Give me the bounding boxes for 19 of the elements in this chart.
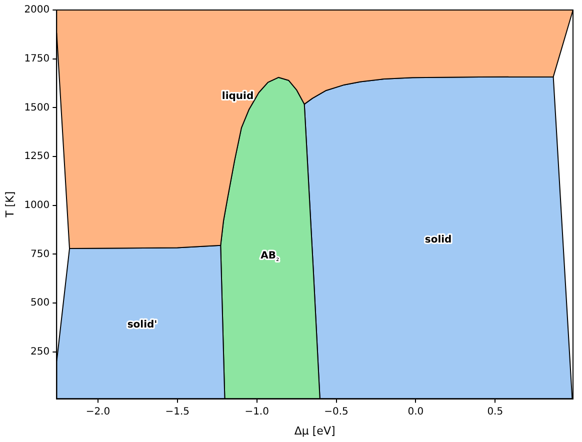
x-tick-label: −1.0 — [244, 406, 269, 418]
x-axis-title: Δμ [eV] — [294, 424, 336, 438]
y-tick-label: 250 — [30, 346, 50, 358]
y-axis-title: T [K] — [3, 191, 16, 218]
y-tick-label: 750 — [30, 248, 50, 260]
series-label: liquid — [222, 90, 254, 102]
y-tick-label: 500 — [30, 298, 50, 309]
x-tick-label: 0.0 — [408, 406, 424, 418]
y-tick-label: 1250 — [24, 151, 50, 162]
x-tick-label: −0.5 — [324, 406, 348, 418]
x-tick-label: 0.5 — [487, 406, 504, 418]
y-tick-label: 1000 — [24, 200, 50, 211]
y-tick-label: 1500 — [24, 102, 50, 114]
x-tick-label: −2.0 — [86, 406, 110, 418]
x-tick-label: −1.5 — [165, 406, 190, 418]
y-tick-label: 2000 — [24, 4, 50, 16]
series-label: solid' — [127, 319, 158, 330]
series-label: solid — [424, 234, 452, 246]
y-tick-label: 1750 — [24, 53, 50, 64]
